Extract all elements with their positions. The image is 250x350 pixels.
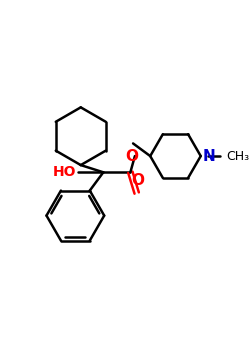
- Text: HO: HO: [53, 165, 76, 179]
- Text: N: N: [202, 148, 215, 163]
- Text: O: O: [125, 149, 138, 164]
- Text: O: O: [131, 173, 144, 188]
- Text: CH₃: CH₃: [226, 149, 249, 162]
